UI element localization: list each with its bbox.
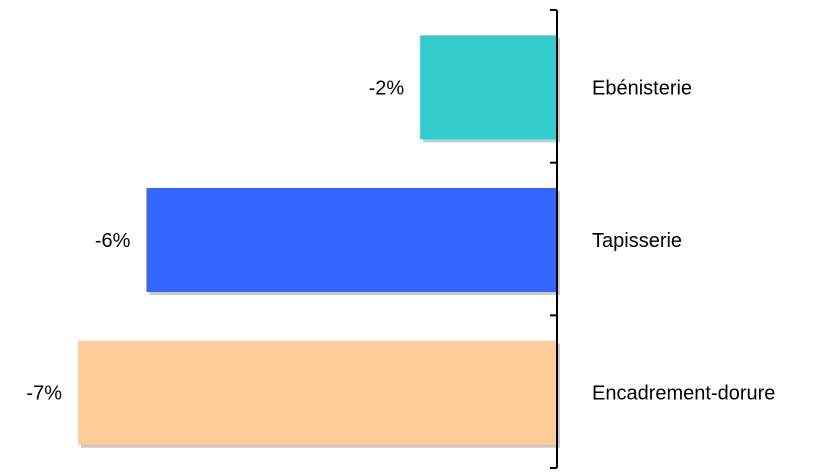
category-label: Tapisserie bbox=[592, 230, 682, 252]
bar bbox=[78, 340, 557, 445]
value-label: -7% bbox=[26, 383, 62, 405]
category-label: Ebénisterie bbox=[592, 77, 692, 99]
value-label: -6% bbox=[95, 230, 131, 252]
value-label: -2% bbox=[369, 77, 405, 99]
bar bbox=[146, 188, 557, 292]
bar bbox=[420, 35, 557, 140]
category-label: Encadrement-dorure bbox=[592, 383, 775, 405]
